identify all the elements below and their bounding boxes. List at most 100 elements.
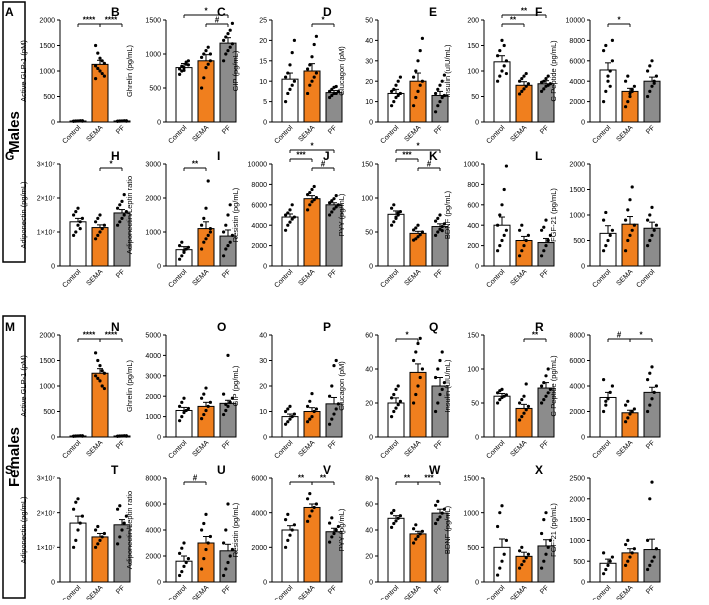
data-point: [546, 238, 550, 243]
data-point: [332, 91, 336, 96]
data-point: [182, 396, 186, 400]
data-point: [648, 89, 652, 93]
bar: [599, 69, 617, 123]
data-point: [604, 403, 608, 407]
y-tick-label: 500: [43, 94, 55, 101]
bar: [69, 221, 87, 267]
data-point: [200, 86, 204, 90]
data-point: [178, 67, 182, 71]
y-tick-label: 10000: [566, 18, 586, 25]
x-tick-label: PF: [645, 439, 656, 450]
data-point: [226, 353, 230, 357]
data-point: [602, 249, 606, 253]
data-point: [624, 249, 628, 253]
data-point: [96, 66, 100, 71]
data-point: [76, 223, 80, 227]
data-point: [436, 230, 440, 234]
data-point: [94, 528, 98, 532]
data-point: [396, 384, 400, 388]
panel-letter: W: [429, 463, 441, 477]
bar: [599, 396, 617, 438]
data-point: [180, 546, 184, 550]
panel-letter: G: [5, 149, 14, 163]
data-point: [502, 43, 506, 48]
significance-bracket: **: [311, 474, 335, 485]
data-point: [80, 434, 84, 438]
data-point: [630, 185, 634, 189]
data-point: [308, 514, 312, 518]
y-axis-label: Insulin (uIU/mL): [443, 359, 452, 412]
y-tick-label: 150: [467, 43, 479, 50]
y-tick-label: 0: [263, 580, 267, 587]
data-point: [606, 74, 610, 78]
data-point: [94, 43, 98, 48]
data-point: [524, 556, 528, 560]
significance-bracket: *: [183, 7, 229, 18]
x-tick-label: Control: [379, 124, 400, 145]
panel-letter: E: [429, 5, 437, 19]
data-point: [604, 89, 608, 93]
panel-f: F 0 2000 4000 6000 8000 10000 C-Peptide (pg/mL)…: [535, 5, 661, 145]
data-point: [208, 227, 212, 231]
y-tick-label: 50: [471, 401, 479, 408]
data-point: [434, 521, 438, 526]
x-tick-label: SEMA: [191, 584, 210, 600]
y-tick-label: 2000: [569, 496, 585, 503]
data-point: [224, 35, 228, 39]
data-point: [96, 233, 100, 237]
data-point: [608, 84, 612, 88]
data-point: [226, 213, 230, 217]
panel-d: D 0 10 20 30 40 50 Glucagon (pM) Control SEMA PF: [323, 5, 449, 145]
significance-label: *: [416, 142, 420, 151]
y-tick-label: 2000: [39, 333, 55, 340]
y-tick-label: 2500: [569, 476, 585, 483]
data-point: [204, 49, 208, 53]
x-tick-label: PF: [221, 439, 232, 450]
data-point: [308, 417, 312, 421]
data-point: [72, 213, 76, 217]
data-point: [390, 415, 394, 419]
data-point: [332, 364, 336, 368]
significance-bracket: **: [523, 331, 547, 342]
data-point: [394, 215, 398, 219]
data-point: [290, 83, 294, 87]
panel-letter: A: [5, 5, 14, 19]
significance-bracket: *: [395, 331, 419, 342]
x-tick-label: PF: [115, 268, 126, 279]
data-point: [650, 233, 654, 237]
panel-c: C 0 5 10 15 20 25 GIP (pg/mL) Control SEMA PF *: [217, 5, 343, 145]
y-tick-label: 4000: [251, 510, 267, 517]
data-point: [312, 505, 316, 510]
data-point: [334, 358, 338, 363]
data-point: [202, 521, 206, 526]
data-point: [102, 386, 106, 391]
data-point: [222, 392, 226, 396]
x-tick-label: Control: [485, 584, 506, 600]
y-tick-label: 40: [365, 38, 373, 45]
data-point: [228, 45, 232, 49]
data-point: [648, 64, 652, 68]
data-point: [624, 563, 628, 567]
y-tick-label: 2000: [145, 394, 161, 401]
data-point: [312, 184, 316, 189]
data-point: [412, 228, 416, 232]
data-point: [500, 203, 504, 207]
y-tick-label: 1000: [569, 213, 585, 220]
data-point: [332, 197, 336, 201]
bar: [197, 60, 215, 123]
data-point: [94, 220, 98, 224]
data-point: [542, 87, 546, 91]
x-tick-label: SEMA: [509, 584, 528, 600]
significance-bracket: #: [607, 331, 631, 342]
data-point: [396, 403, 400, 407]
data-point: [434, 503, 438, 507]
x-tick-label: SEMA: [403, 268, 422, 287]
data-point: [224, 408, 228, 413]
data-point: [292, 79, 296, 83]
data-point: [288, 220, 292, 224]
data-point: [626, 399, 630, 403]
data-point: [436, 401, 440, 405]
x-tick-label: Control: [61, 439, 82, 460]
data-point: [224, 528, 228, 532]
bar: [175, 67, 193, 123]
